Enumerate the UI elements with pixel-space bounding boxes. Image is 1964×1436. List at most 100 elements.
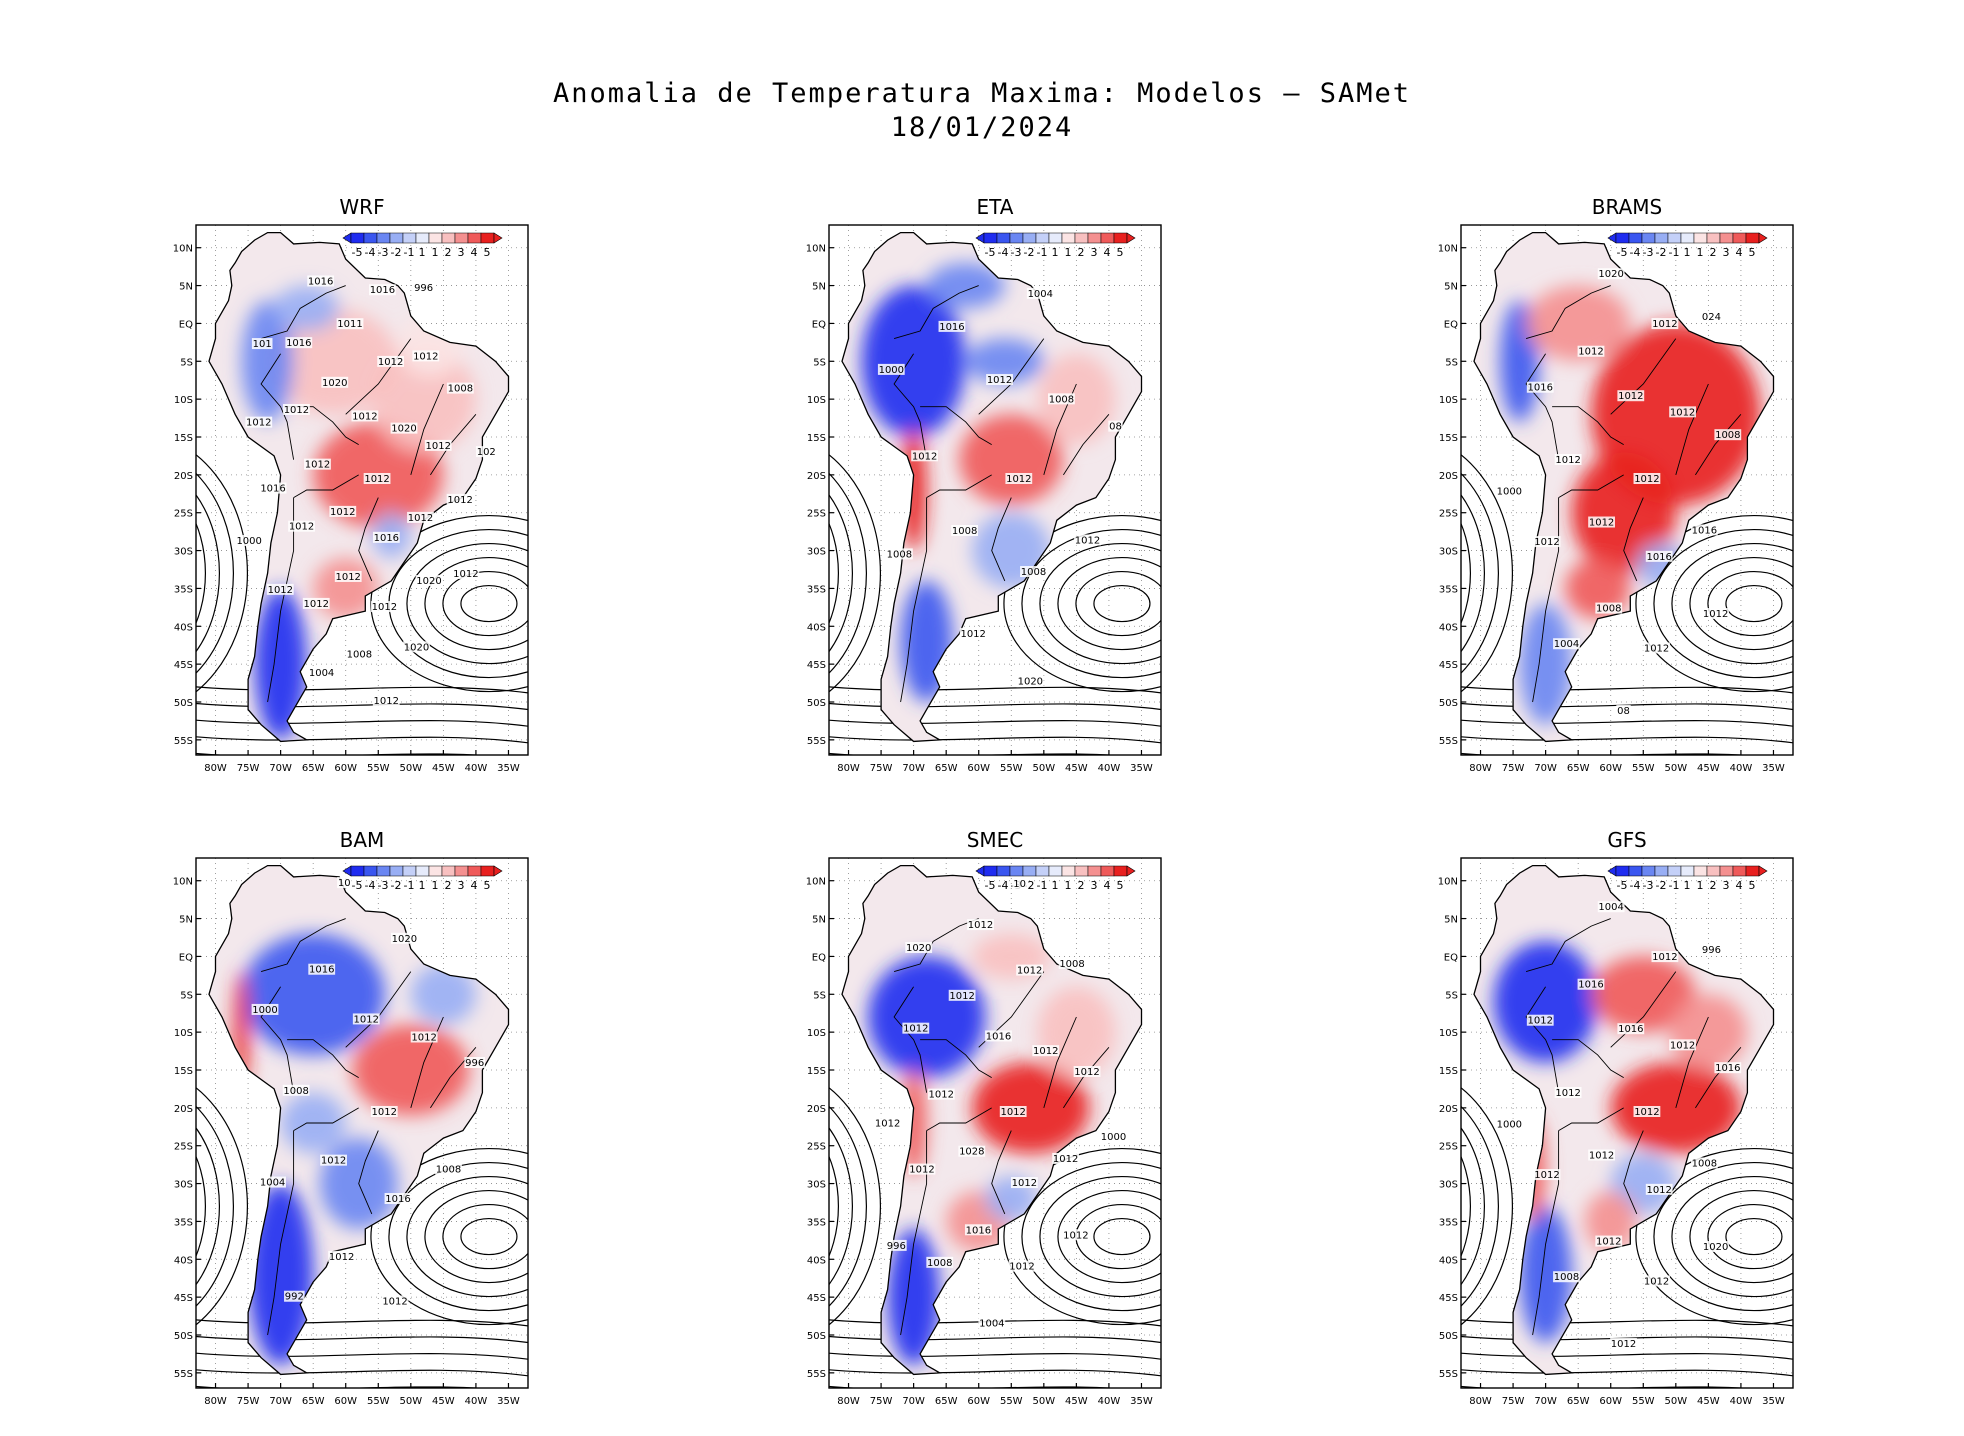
contour-west bbox=[1461, 1105, 1499, 1307]
anomaly-blob bbox=[1669, 994, 1748, 1070]
lat-label: 30S bbox=[174, 547, 193, 558]
pressure-label-bg bbox=[951, 525, 979, 537]
contour-east bbox=[1093, 1217, 1151, 1256]
pressure-label-bg bbox=[1595, 1235, 1623, 1247]
coastline bbox=[841, 864, 1143, 1376]
pressure-label: 1008 bbox=[1554, 1272, 1579, 1283]
map-frame bbox=[828, 857, 1162, 1389]
lon-label: 65W bbox=[1567, 1396, 1590, 1407]
pressure-label-bg bbox=[902, 1022, 930, 1034]
pressure-label: 1012 bbox=[1652, 952, 1677, 963]
colorbar-swatch bbox=[1628, 865, 1643, 877]
contour-west bbox=[196, 493, 220, 653]
anomaly-blob bbox=[868, 956, 986, 1078]
lon-label: 70W bbox=[1534, 763, 1557, 774]
pressure-label: 996 bbox=[465, 1058, 484, 1069]
pressure-label: 1012 bbox=[1618, 391, 1643, 402]
lon-label: 65W bbox=[935, 763, 958, 774]
lat-label: 5S bbox=[180, 357, 193, 368]
colorbar-swatch bbox=[1074, 865, 1089, 877]
map-frame bbox=[195, 224, 529, 756]
pressure-label: 1012 bbox=[246, 418, 271, 429]
contour-west bbox=[1461, 522, 1471, 625]
colorbar-swatch bbox=[1074, 232, 1089, 244]
pressure-label: 1000 bbox=[879, 365, 904, 376]
colorbar-label: -1 bbox=[1669, 246, 1680, 259]
contour-east bbox=[1039, 1175, 1161, 1298]
lat-label: 10S bbox=[174, 1028, 193, 1039]
map-panel-bam: BAM 10N 5N EQ 5S 10S 15S 20S 25S 30S 35S 40S 45S 50S 5… bbox=[160, 828, 580, 1408]
colorbar-swatch bbox=[376, 232, 391, 244]
pressure-label-bg bbox=[886, 548, 913, 560]
colorbar-label: 1 bbox=[1065, 879, 1072, 892]
lat-label: 45S bbox=[174, 660, 193, 671]
lon-label: 65W bbox=[302, 1396, 325, 1407]
colorbar-label: -2 bbox=[1656, 879, 1667, 892]
contour-east bbox=[442, 570, 528, 637]
contour-east bbox=[1725, 584, 1783, 623]
pressure-label: 1012 bbox=[1009, 1262, 1034, 1273]
pressure-label-bg bbox=[464, 1057, 486, 1069]
pressure-label: 1012 bbox=[1528, 1016, 1553, 1027]
pressure-label-bg bbox=[1554, 1087, 1582, 1099]
pressure-label-bg bbox=[446, 382, 474, 394]
colorbar-arrow-right bbox=[1758, 865, 1768, 877]
pressure-label-bg bbox=[1016, 675, 1044, 687]
map-canvas: 10N 5N EQ 5S 10S 15S 20S 25S 30S 35S 40S 45S 50S 55S 8… bbox=[806, 224, 1162, 774]
country-borders bbox=[1525, 918, 1742, 1336]
colorbar-swatch bbox=[1009, 865, 1024, 877]
pressure-label: 1020 bbox=[906, 943, 931, 954]
colorbar-swatch bbox=[1706, 232, 1721, 244]
anomaly-blob bbox=[241, 933, 385, 1055]
contour-south bbox=[196, 702, 528, 711]
pressure-label-bg bbox=[413, 281, 434, 293]
pressure-label-bg bbox=[284, 1290, 305, 1302]
pressure-label-bg bbox=[978, 1317, 1006, 1329]
colorbar-swatch bbox=[428, 232, 443, 244]
pressure-label: 996 bbox=[414, 283, 433, 294]
anomaly-blob bbox=[274, 285, 340, 331]
colorbar-swatch bbox=[1641, 865, 1656, 877]
contour-east bbox=[1671, 1175, 1793, 1298]
colorbar-label: -5 bbox=[985, 879, 996, 892]
colorbar-swatch bbox=[1022, 865, 1037, 877]
pressure-label-bg bbox=[288, 520, 315, 532]
colorbar-swatch bbox=[983, 865, 998, 877]
colorbar-swatch bbox=[350, 865, 365, 877]
pressure-label-bg bbox=[959, 627, 987, 639]
colorbar-label: 1 bbox=[1065, 246, 1072, 259]
lat-label: 15S bbox=[174, 1066, 193, 1077]
pressure-label: 1012 bbox=[929, 1090, 954, 1101]
colorbar-label: -1 bbox=[404, 879, 415, 892]
pressure-label-bg bbox=[302, 597, 330, 609]
pressure-label-bg bbox=[307, 275, 335, 287]
pressure-label: 08 bbox=[1617, 706, 1630, 717]
contour-south bbox=[1461, 736, 1793, 744]
lat-label: 55S bbox=[174, 736, 193, 747]
contour-south bbox=[196, 1352, 528, 1360]
colorbar-label: 2 bbox=[1710, 246, 1717, 259]
map-panel-wrf: WRF 10N 5N EQ 5S 10S 15S 20S 25S 30S 35S 40S 45S 50S 5… bbox=[160, 195, 580, 775]
lat-label: 20S bbox=[1439, 1104, 1458, 1115]
pressure-label-bg bbox=[1617, 1023, 1645, 1035]
colorbar-swatch bbox=[1732, 865, 1747, 877]
colorbar-swatch bbox=[415, 232, 430, 244]
contour-west bbox=[196, 454, 248, 693]
lat-label: 10S bbox=[174, 395, 193, 406]
lon-label: 35W bbox=[497, 1396, 520, 1407]
colorbar-swatch bbox=[480, 865, 495, 877]
lat-label: 25S bbox=[1439, 509, 1458, 520]
pressure-label-bg bbox=[1074, 534, 1101, 546]
pressure-label: 1008 bbox=[1715, 430, 1740, 441]
pressure-label: 1012 bbox=[903, 1024, 928, 1035]
colorbar-swatch bbox=[454, 865, 469, 877]
pressure-label-bg bbox=[363, 473, 391, 484]
colorbar-label: -3 bbox=[1643, 246, 1654, 259]
colorbar-label: 4 bbox=[1104, 879, 1111, 892]
pressure-labels: 1012102810161012101210121016101210121012… bbox=[874, 878, 1127, 1330]
pressure-label: 1016 bbox=[308, 276, 333, 287]
anomaly-blob bbox=[1037, 353, 1116, 445]
contour-south bbox=[1461, 686, 1793, 694]
lat-label: 5N bbox=[1444, 915, 1458, 926]
